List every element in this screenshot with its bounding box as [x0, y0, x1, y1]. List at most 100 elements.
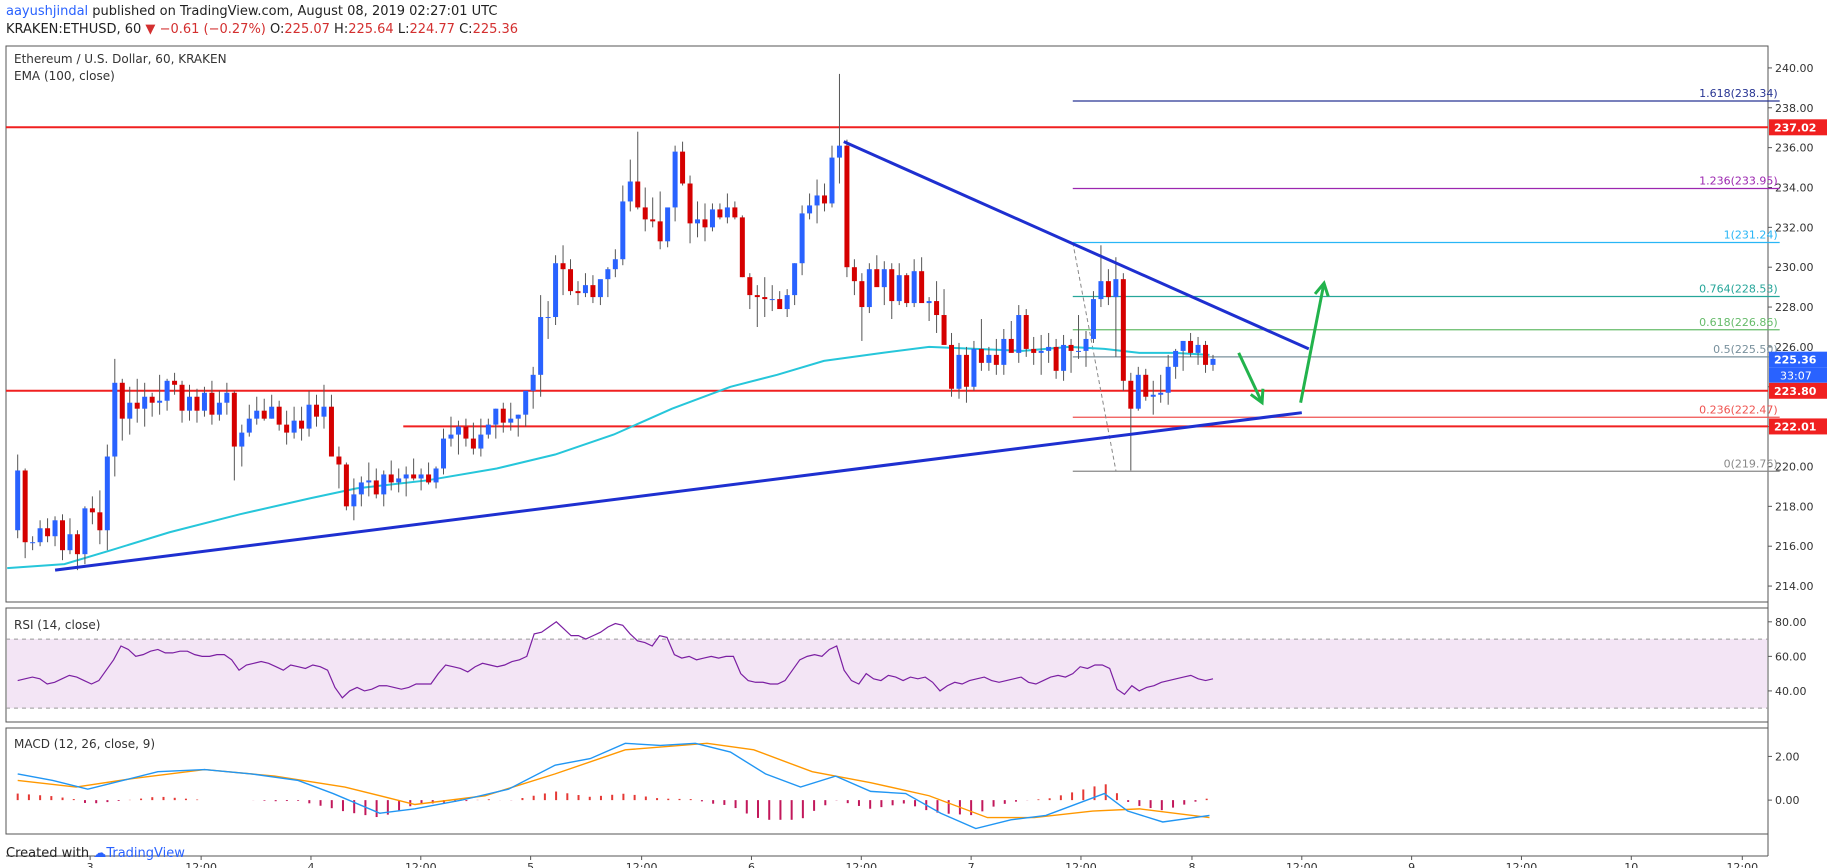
- candle-body: [269, 406, 275, 419]
- candle: [553, 255, 559, 325]
- candle-body: [299, 420, 305, 429]
- candle: [157, 374, 163, 415]
- candle: [515, 414, 521, 437]
- price-tick-label: 230.00: [1775, 261, 1814, 274]
- candle-body: [844, 145, 850, 268]
- candle-body: [485, 424, 491, 435]
- candle-body: [1046, 346, 1052, 351]
- candle-body: [545, 317, 551, 319]
- price-tick-label: 236.00: [1775, 142, 1814, 155]
- candle-body: [851, 267, 857, 282]
- candle-body: [493, 408, 499, 425]
- rsi-tick-label: 80.00: [1775, 616, 1807, 629]
- candle-body: [560, 263, 566, 270]
- candle-body: [650, 219, 656, 222]
- candle: [179, 380, 185, 423]
- price-tick-label: 240.00: [1775, 62, 1814, 75]
- candle: [1135, 366, 1141, 411]
- candle: [239, 424, 245, 467]
- candle-body: [149, 396, 155, 403]
- tradingview-logo-icon: ☁: [93, 846, 107, 861]
- candle: [1076, 315, 1082, 359]
- candle: [949, 332, 955, 397]
- time-tick-label: 10: [1624, 861, 1638, 868]
- candle: [366, 462, 372, 497]
- candle: [500, 402, 506, 433]
- candle-body: [926, 301, 932, 304]
- tradingview-link[interactable]: TradingView: [106, 846, 185, 861]
- candle: [1046, 332, 1052, 363]
- close-value: 225.36: [472, 22, 519, 37]
- candle: [187, 384, 193, 421]
- candle: [276, 400, 282, 431]
- candle: [396, 468, 402, 493]
- candle-body: [829, 157, 835, 204]
- low-value: 224.77: [409, 22, 455, 37]
- candle-body: [881, 269, 887, 288]
- candle-body: [1090, 299, 1096, 339]
- pane-frame-main: [5, 45, 1769, 603]
- level-price-tag: [1769, 418, 1827, 435]
- fib-level-label: 1(231.24): [1724, 228, 1778, 241]
- candle: [82, 506, 88, 565]
- candle: [620, 185, 626, 266]
- candle: [1001, 328, 1007, 375]
- candle: [642, 187, 648, 232]
- candle-body: [1135, 374, 1141, 409]
- candle: [269, 394, 275, 419]
- candle-body: [1031, 348, 1037, 353]
- candle-body: [836, 145, 842, 158]
- candle-body: [194, 396, 200, 411]
- candle-body: [179, 384, 185, 411]
- candle-body: [807, 205, 813, 214]
- author-link[interactable]: aayushjindal: [6, 4, 89, 19]
- candle: [866, 263, 872, 314]
- candle: [30, 536, 36, 551]
- candle: [926, 297, 932, 322]
- price-tick-label: 220.00: [1775, 460, 1814, 473]
- candle-body: [328, 406, 334, 457]
- candle: [328, 394, 334, 457]
- candle: [680, 141, 686, 186]
- candle-body: [1023, 315, 1029, 349]
- chart-header: aayushjindal published on TradingView.co…: [0, 0, 1828, 42]
- candle-body: [478, 434, 484, 449]
- candle-body: [672, 151, 678, 208]
- time-tick-label: 5: [527, 861, 534, 868]
- candle: [896, 263, 902, 306]
- candle: [612, 249, 618, 278]
- candle: [665, 207, 671, 248]
- candle-body: [104, 456, 110, 531]
- candle-body: [597, 279, 603, 298]
- candle-body: [792, 263, 798, 296]
- time-tick-label: 12:00: [1065, 861, 1097, 868]
- high-value: 225.64: [348, 22, 394, 37]
- candle-body: [30, 542, 36, 544]
- candle-body: [762, 297, 768, 300]
- candle-body: [1038, 350, 1044, 353]
- symbol-ohlc-line: KRAKEN:ETHUSD, 60 ▼ −0.61 (−0.27%) O:225…: [6, 22, 518, 37]
- candle-body: [52, 520, 58, 537]
- green-arrow-shaft: [1299, 282, 1326, 404]
- candle: [1150, 380, 1156, 415]
- candle: [777, 291, 783, 310]
- candle: [261, 398, 267, 421]
- candle-body: [321, 406, 327, 417]
- candle-body: [612, 259, 618, 270]
- candle: [314, 394, 320, 427]
- level-price-label: 223.80: [1774, 385, 1817, 398]
- candle: [605, 267, 611, 298]
- created-with-label: Created with: [6, 846, 90, 861]
- candle-body: [978, 348, 984, 363]
- candle: [351, 478, 357, 521]
- candle-body: [291, 420, 297, 433]
- candle: [67, 518, 73, 555]
- candle-body: [709, 209, 715, 228]
- candle-body: [500, 408, 506, 423]
- ema-line: [7, 345, 1210, 570]
- candle: [284, 410, 290, 445]
- price-tick-label: 228.00: [1775, 301, 1814, 314]
- candle-body: [45, 528, 51, 537]
- candle: [403, 466, 409, 497]
- candle: [426, 462, 432, 485]
